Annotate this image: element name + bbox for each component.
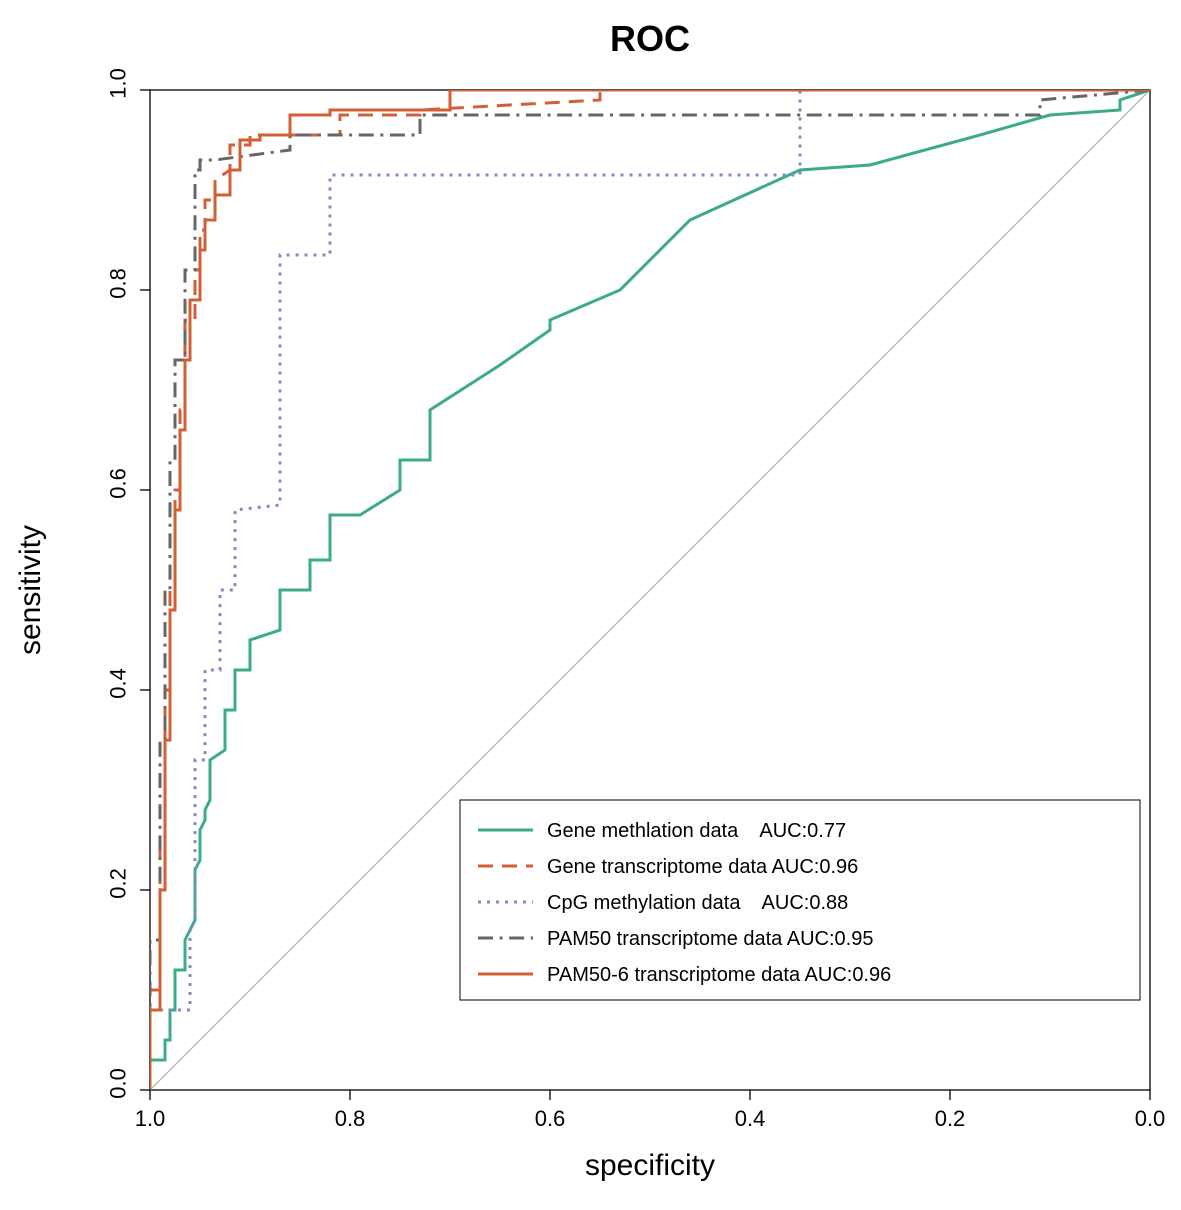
y-tick-label: 0.4 bbox=[105, 668, 130, 699]
x-axis-label: specificity bbox=[585, 1149, 715, 1182]
x-tick-label: 0.2 bbox=[935, 1106, 966, 1131]
x-tick-label: 0.0 bbox=[1135, 1106, 1166, 1131]
legend-label: PAM50-6 transcriptome data AUC:0.96 bbox=[547, 964, 891, 986]
roc-chart: ROC specificity sensitivity 1.0 0.8 0.6 0.4 0.2… bbox=[0, 0, 1181, 1210]
y-tick-label: 1.0 bbox=[105, 68, 130, 99]
y-axis-label: sensitivity bbox=[14, 525, 47, 655]
x-tick-label: 0.8 bbox=[335, 1106, 366, 1131]
y-tick-label: 0.6 bbox=[105, 468, 130, 499]
y-tick-label: 0.0 bbox=[105, 1068, 130, 1099]
y-tick-label: 0.2 bbox=[105, 868, 130, 899]
x-tick-label: 1.0 bbox=[135, 1106, 166, 1131]
legend-label: Gene methlation data AUC:0.77 bbox=[547, 820, 846, 842]
legend-label: PAM50 transcriptome data AUC:0.95 bbox=[547, 928, 873, 950]
chart-title: ROC bbox=[610, 18, 690, 59]
x-tick-label: 0.4 bbox=[735, 1106, 766, 1131]
y-tick-label: 0.8 bbox=[105, 268, 130, 299]
legend-label: CpG methylation data AUC:0.88 bbox=[547, 892, 848, 914]
legend-label: Gene transcriptome data AUC:0.96 bbox=[547, 856, 858, 878]
x-tick-label: 0.6 bbox=[535, 1106, 566, 1131]
